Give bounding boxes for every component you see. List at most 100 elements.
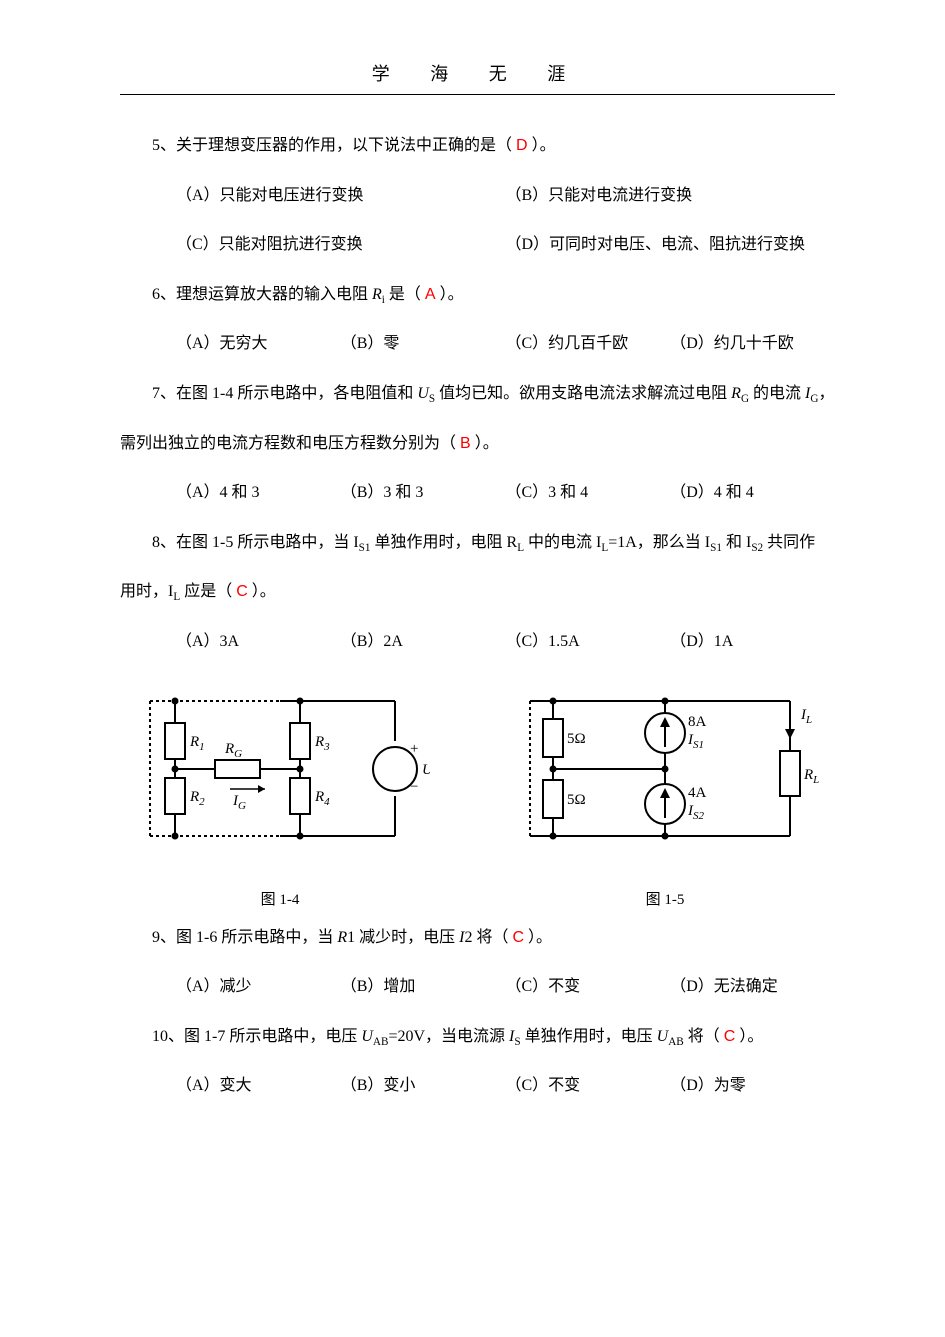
- q8-options: （A）3A （B）2A （C）1.5A （D）1A: [120, 621, 835, 663]
- q9-var1-sub: 1: [347, 929, 355, 946]
- q9-c: 将（: [472, 929, 512, 946]
- question-5: 5、关于理想变压器的作用，以下说法中正确的是（ D ）。: [120, 125, 835, 167]
- q5-option-d: （D）可同时对电压、电流、阻抗进行变换: [506, 224, 836, 266]
- figure-1-4-wrap: + − US R1 R2 R3 R: [130, 681, 430, 909]
- q10-d: 将（: [684, 1028, 724, 1045]
- document-page: 学 海 无 涯 5、关于理想变压器的作用，以下说法中正确的是（ D ）。 （A）…: [0, 0, 945, 1337]
- fig15-caption: 图 1-5: [646, 888, 685, 909]
- q8-sub2: L: [517, 542, 524, 554]
- q6-answer: A: [425, 286, 436, 303]
- q7-l2b: ）。: [471, 435, 499, 452]
- fig14-us-label: US: [422, 762, 430, 781]
- question-8-line1: 8、在图 1-5 所示电路中，当 IS1 单独作用时，电阻 RL 中的电流 IL…: [120, 522, 835, 564]
- fig14-rg: RG: [224, 741, 242, 760]
- q9-option-a: （A）减少: [176, 966, 341, 1008]
- q9-b: 减少时，电压: [355, 929, 459, 946]
- q7-option-c: （C）3 和 4: [506, 472, 671, 514]
- q8-option-d: （D）1A: [670, 621, 835, 663]
- fig14-r4: R4: [314, 789, 330, 808]
- q9-option-d: （D）无法确定: [670, 966, 835, 1008]
- q10-answer: C: [724, 1028, 736, 1045]
- question-8-line2: 用时，IL 应是（ C ）。: [120, 571, 835, 613]
- fig15-is2-val: 4A: [688, 785, 707, 801]
- q10-option-c: （C）不变: [506, 1065, 671, 1107]
- fig14-plus: +: [410, 741, 418, 757]
- fig15-is2: IS2: [687, 803, 705, 822]
- fig15-is1-val: 8A: [688, 714, 707, 730]
- header-rule: [120, 94, 835, 95]
- q7-option-d: （D）4 和 4: [670, 472, 835, 514]
- q10-options: （A）变大 （B）变小 （C）不变 （D）为零: [120, 1065, 835, 1107]
- q7-var1: U: [417, 385, 429, 402]
- q7-l1d: ，: [818, 385, 834, 402]
- q5-options-row2: （C）只能对阻抗进行变换 （D）可同时对电压、电流、阻抗进行变换: [120, 224, 835, 266]
- q10-option-d: （D）为零: [670, 1065, 835, 1107]
- q8-l1c: 中的电流 I: [524, 534, 601, 551]
- q5-answer: D: [516, 137, 528, 154]
- q7-var2: R: [731, 385, 741, 402]
- q8-l2b: 应是（: [180, 583, 236, 600]
- fig15-is1: IS1: [687, 732, 704, 751]
- q6-var: R: [372, 286, 382, 303]
- fig15-r5a: 5Ω: [567, 731, 586, 747]
- fig14-caption: 图 1-4: [261, 888, 300, 909]
- question-10: 10、图 1-7 所示电路中，电压 UAB=20V，当电流源 IS 单独作用时，…: [120, 1016, 835, 1058]
- q9-answer: C: [512, 929, 524, 946]
- question-7-line1: 7、在图 1-4 所示电路中，各电阻值和 US 值均已知。欲用支路电流法求解流过…: [120, 373, 835, 415]
- q8-answer: C: [236, 583, 248, 600]
- fig14-minus: −: [410, 779, 418, 795]
- q8-option-c: （C）1.5A: [506, 621, 671, 663]
- q8-sub1: S1: [359, 542, 371, 554]
- q10-sub3: AB: [668, 1036, 684, 1048]
- q7-l1a: 7、在图 1-4 所示电路中，各电阻值和: [152, 385, 417, 402]
- q8-l1b: 单独作用时，电阻 R: [371, 534, 518, 551]
- q7-options: （A）4 和 3 （B）3 和 3 （C）3 和 4 （D）4 和 4: [120, 472, 835, 514]
- q5-option-a: （A）只能对电压进行变换: [176, 175, 506, 217]
- q7-answer: B: [460, 435, 471, 452]
- q10-a: 10、图 1-7 所示电路中，电压: [152, 1028, 361, 1045]
- question-6: 6、理想运算放大器的输入电阻 Ri 是（ A ）。: [120, 274, 835, 316]
- q8-l1e: 和 I: [722, 534, 751, 551]
- fig14-r3: R3: [314, 734, 330, 753]
- q8-l1f: 共同作: [763, 534, 815, 551]
- q5-options-row1: （A）只能对电压进行变换 （B）只能对电流进行变换: [120, 175, 835, 217]
- q9-a: 9、图 1-6 所示电路中，当: [152, 929, 337, 946]
- q10-c: 单独作用时，电压: [521, 1028, 657, 1045]
- q7-l2a: 需列出独立的电流方程数和电压方程数分别为（: [120, 435, 460, 452]
- q8-l2c: ）。: [248, 583, 276, 600]
- q10-b: =20V，当电流源: [388, 1028, 509, 1045]
- q9-option-c: （C）不变: [506, 966, 671, 1008]
- figures-row: + − US R1 R2 R3 R: [120, 681, 835, 909]
- fig14-ig: IG: [232, 793, 246, 812]
- q6-options: （A）无穷大 （B）零 （C）约几百千欧 （D）约几十千欧: [120, 323, 835, 365]
- q8-sub4: S1: [710, 542, 722, 554]
- q8-option-b: （B）2A: [341, 621, 506, 663]
- q10-var3: U: [657, 1028, 669, 1045]
- q9-option-b: （B）增加: [341, 966, 506, 1008]
- q10-sub1: AB: [373, 1036, 389, 1048]
- q7-option-b: （B）3 和 3: [341, 472, 506, 514]
- fig14-r1: R1: [189, 734, 205, 753]
- q8-sub5: S2: [751, 542, 763, 554]
- q6-option-d: （D）约几十千欧: [670, 323, 835, 365]
- q6-option-b: （B）零: [341, 323, 506, 365]
- q8-option-a: （A）3A: [176, 621, 341, 663]
- q7-var2-sub: G: [741, 393, 749, 405]
- fig15-rl: RL: [803, 767, 819, 786]
- q5-option-b: （B）只能对电流进行变换: [506, 175, 836, 217]
- figure-1-5-wrap: 5Ω 5Ω 8A IS1: [505, 681, 825, 909]
- q10-option-b: （B）变小: [341, 1065, 506, 1107]
- q9-options: （A）减少 （B）增加 （C）不变 （D）无法确定: [120, 966, 835, 1008]
- q7-l1b: 值均已知。欲用支路电流法求解流过电阻: [435, 385, 731, 402]
- q9-var1: R: [337, 929, 347, 946]
- question-7-line2: 需列出独立的电流方程数和电压方程数分别为（ B ）。: [120, 423, 835, 465]
- q9-d: ）。: [524, 929, 552, 946]
- figure-1-4: + − US R1 R2 R3 R: [130, 681, 430, 856]
- q8-l2a: 用时，I: [120, 583, 173, 600]
- header-title: 学 海 无 涯: [372, 64, 584, 84]
- fig15-r5b: 5Ω: [567, 792, 586, 808]
- q6-option-a: （A）无穷大: [176, 323, 341, 365]
- q7-l1c: 的电流: [749, 385, 805, 402]
- q10-option-a: （A）变大: [176, 1065, 341, 1107]
- q6-text-after: ）。: [436, 286, 464, 303]
